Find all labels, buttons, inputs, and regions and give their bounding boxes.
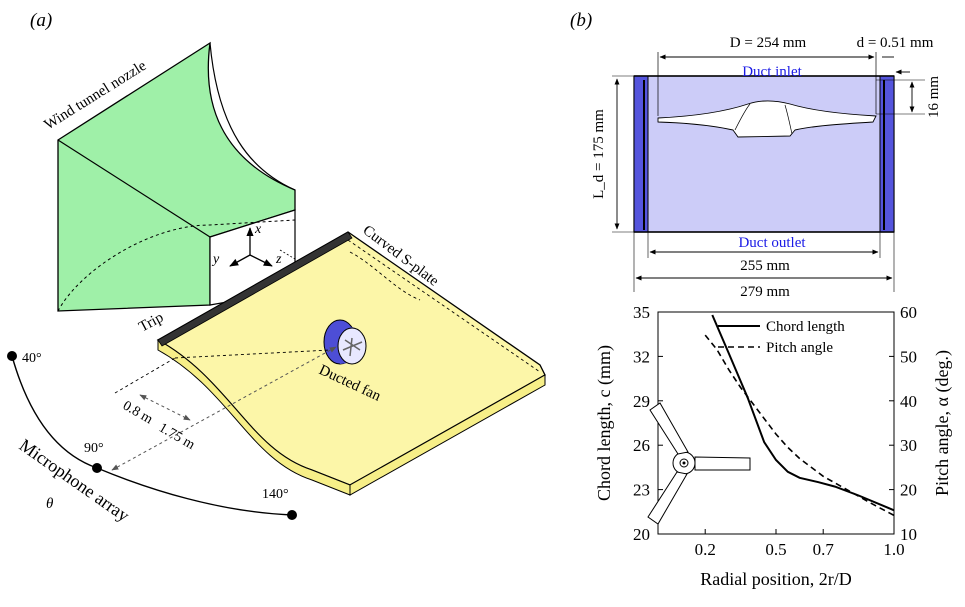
y2-tick-label-1: 20 — [900, 481, 917, 500]
x-tick-label-0: 0.2 — [695, 540, 716, 559]
duct-wall-right — [879, 75, 895, 233]
x-axis: 0.2 0.5 0.7 1.0 — [695, 529, 905, 559]
nozzle-edge — [57, 139, 211, 238]
x-axis-label: Radial position, 2r/D — [700, 569, 852, 589]
legend-label-pitch: Pitch angle — [766, 340, 833, 356]
d-label: d = 0.51 mm — [857, 35, 934, 51]
y-tick-label-3: 29 — [633, 392, 650, 411]
y2-tick-label-5: 60 — [900, 303, 917, 322]
mic-angle-140: 140° — [262, 487, 289, 502]
Ld-label: L_d = 175 mm — [591, 109, 607, 199]
y-tick-label-4: 32 — [633, 347, 650, 366]
z-axis-arrow — [249, 254, 273, 267]
duct-interior — [633, 75, 895, 233]
y2-tick-label-2: 30 — [900, 436, 917, 455]
coordinate-axes: x y z — [211, 222, 301, 267]
trip-label: Trip — [136, 310, 166, 336]
fan-blade-profile — [657, 100, 877, 138]
dist-0-8-label: 0.8 m — [120, 398, 155, 427]
w255-label: 255 mm — [740, 258, 790, 274]
x-tick-label-3: 1.0 — [883, 540, 904, 559]
inset-blade-2 — [649, 402, 689, 455]
theta-label: θ — [46, 496, 54, 512]
duct-outlet-label: Duct outlet — [738, 235, 806, 251]
inset-blade-3 — [647, 471, 688, 525]
fan-inset — [647, 402, 751, 525]
mic-angle-90: 90° — [84, 441, 104, 456]
panel-a: (a) Wind tunnel nozzle x y z — [7, 10, 546, 526]
D-label: D = 254 mm — [730, 35, 807, 51]
panel-a-label: (a) — [30, 10, 52, 31]
blade-geometry-chart: 20 23 26 29 32 35 10 20 30 40 50 60 0.2 0.5 0.7 1.0 C… — [594, 303, 953, 589]
plate-hidden-curve — [349, 251, 421, 301]
fan-hub-lines — [734, 103, 793, 135]
plate-hidden-edge — [347, 239, 541, 373]
y2-axis-label: Pitch angle, α (deg.) — [932, 350, 953, 496]
h16-label: 16 mm — [926, 76, 942, 118]
dist-1-75-label: 1.75 m — [156, 420, 197, 452]
mic-40 — [7, 351, 17, 361]
dim-arrow-1-75 — [111, 346, 337, 471]
inset-blade-1 — [694, 456, 751, 471]
fan-blades — [342, 337, 363, 357]
y-axis-right: 10 20 30 40 50 60 — [889, 303, 917, 544]
legend-label-chord: Chord length — [766, 319, 845, 335]
y-tick-label-1: 23 — [633, 481, 650, 500]
axis-y-label: y — [211, 252, 220, 267]
y-axis-left: 20 23 26 29 32 35 — [633, 303, 663, 544]
y-tick-label-2: 26 — [633, 436, 650, 455]
y-axis-label: Chord length, c (mm) — [594, 345, 615, 501]
wind-tunnel-nozzle: Wind tunnel nozzle — [42, 41, 296, 312]
y-tick-label-0: 20 — [633, 525, 650, 544]
nozzle-curve-top — [209, 42, 296, 191]
series-line-pitch-angle — [704, 334, 895, 517]
trip-strip — [157, 231, 353, 347]
x-tick-label-1: 0.5 — [765, 540, 786, 559]
mic-90 — [92, 463, 102, 473]
y-axis-arrow — [229, 254, 251, 267]
panel-b-duct: (b) Duct inlet Duct outlet D = 254 mm d … — [570, 10, 942, 300]
y-tick-label-5: 35 — [633, 303, 650, 322]
plate-side-edge — [349, 374, 546, 496]
w279-label: 279 mm — [740, 284, 790, 300]
dim-ext-line-1 — [114, 357, 176, 394]
mic-140 — [287, 510, 297, 520]
legend: Chord length Pitch angle — [718, 319, 845, 356]
mic-angle-40: 40° — [22, 351, 42, 366]
axis-z-label: z — [275, 252, 282, 267]
x-tick-label-2: 0.7 — [813, 540, 835, 559]
y2-tick-label-3: 40 — [900, 392, 917, 411]
mic-array-label: Microphone array — [16, 435, 134, 526]
y2-tick-label-0: 10 — [900, 525, 917, 544]
axis-x-label: x — [254, 222, 262, 237]
duct-inlet-label: Duct inlet — [742, 64, 802, 80]
nozzle-hidden-edge — [57, 219, 296, 312]
duct-wall-left — [633, 75, 649, 233]
series-line-chord-length — [711, 314, 895, 512]
y2-tick-label-4: 50 — [900, 347, 917, 366]
series-group — [704, 314, 895, 517]
panel-b-label: (b) — [570, 10, 592, 31]
